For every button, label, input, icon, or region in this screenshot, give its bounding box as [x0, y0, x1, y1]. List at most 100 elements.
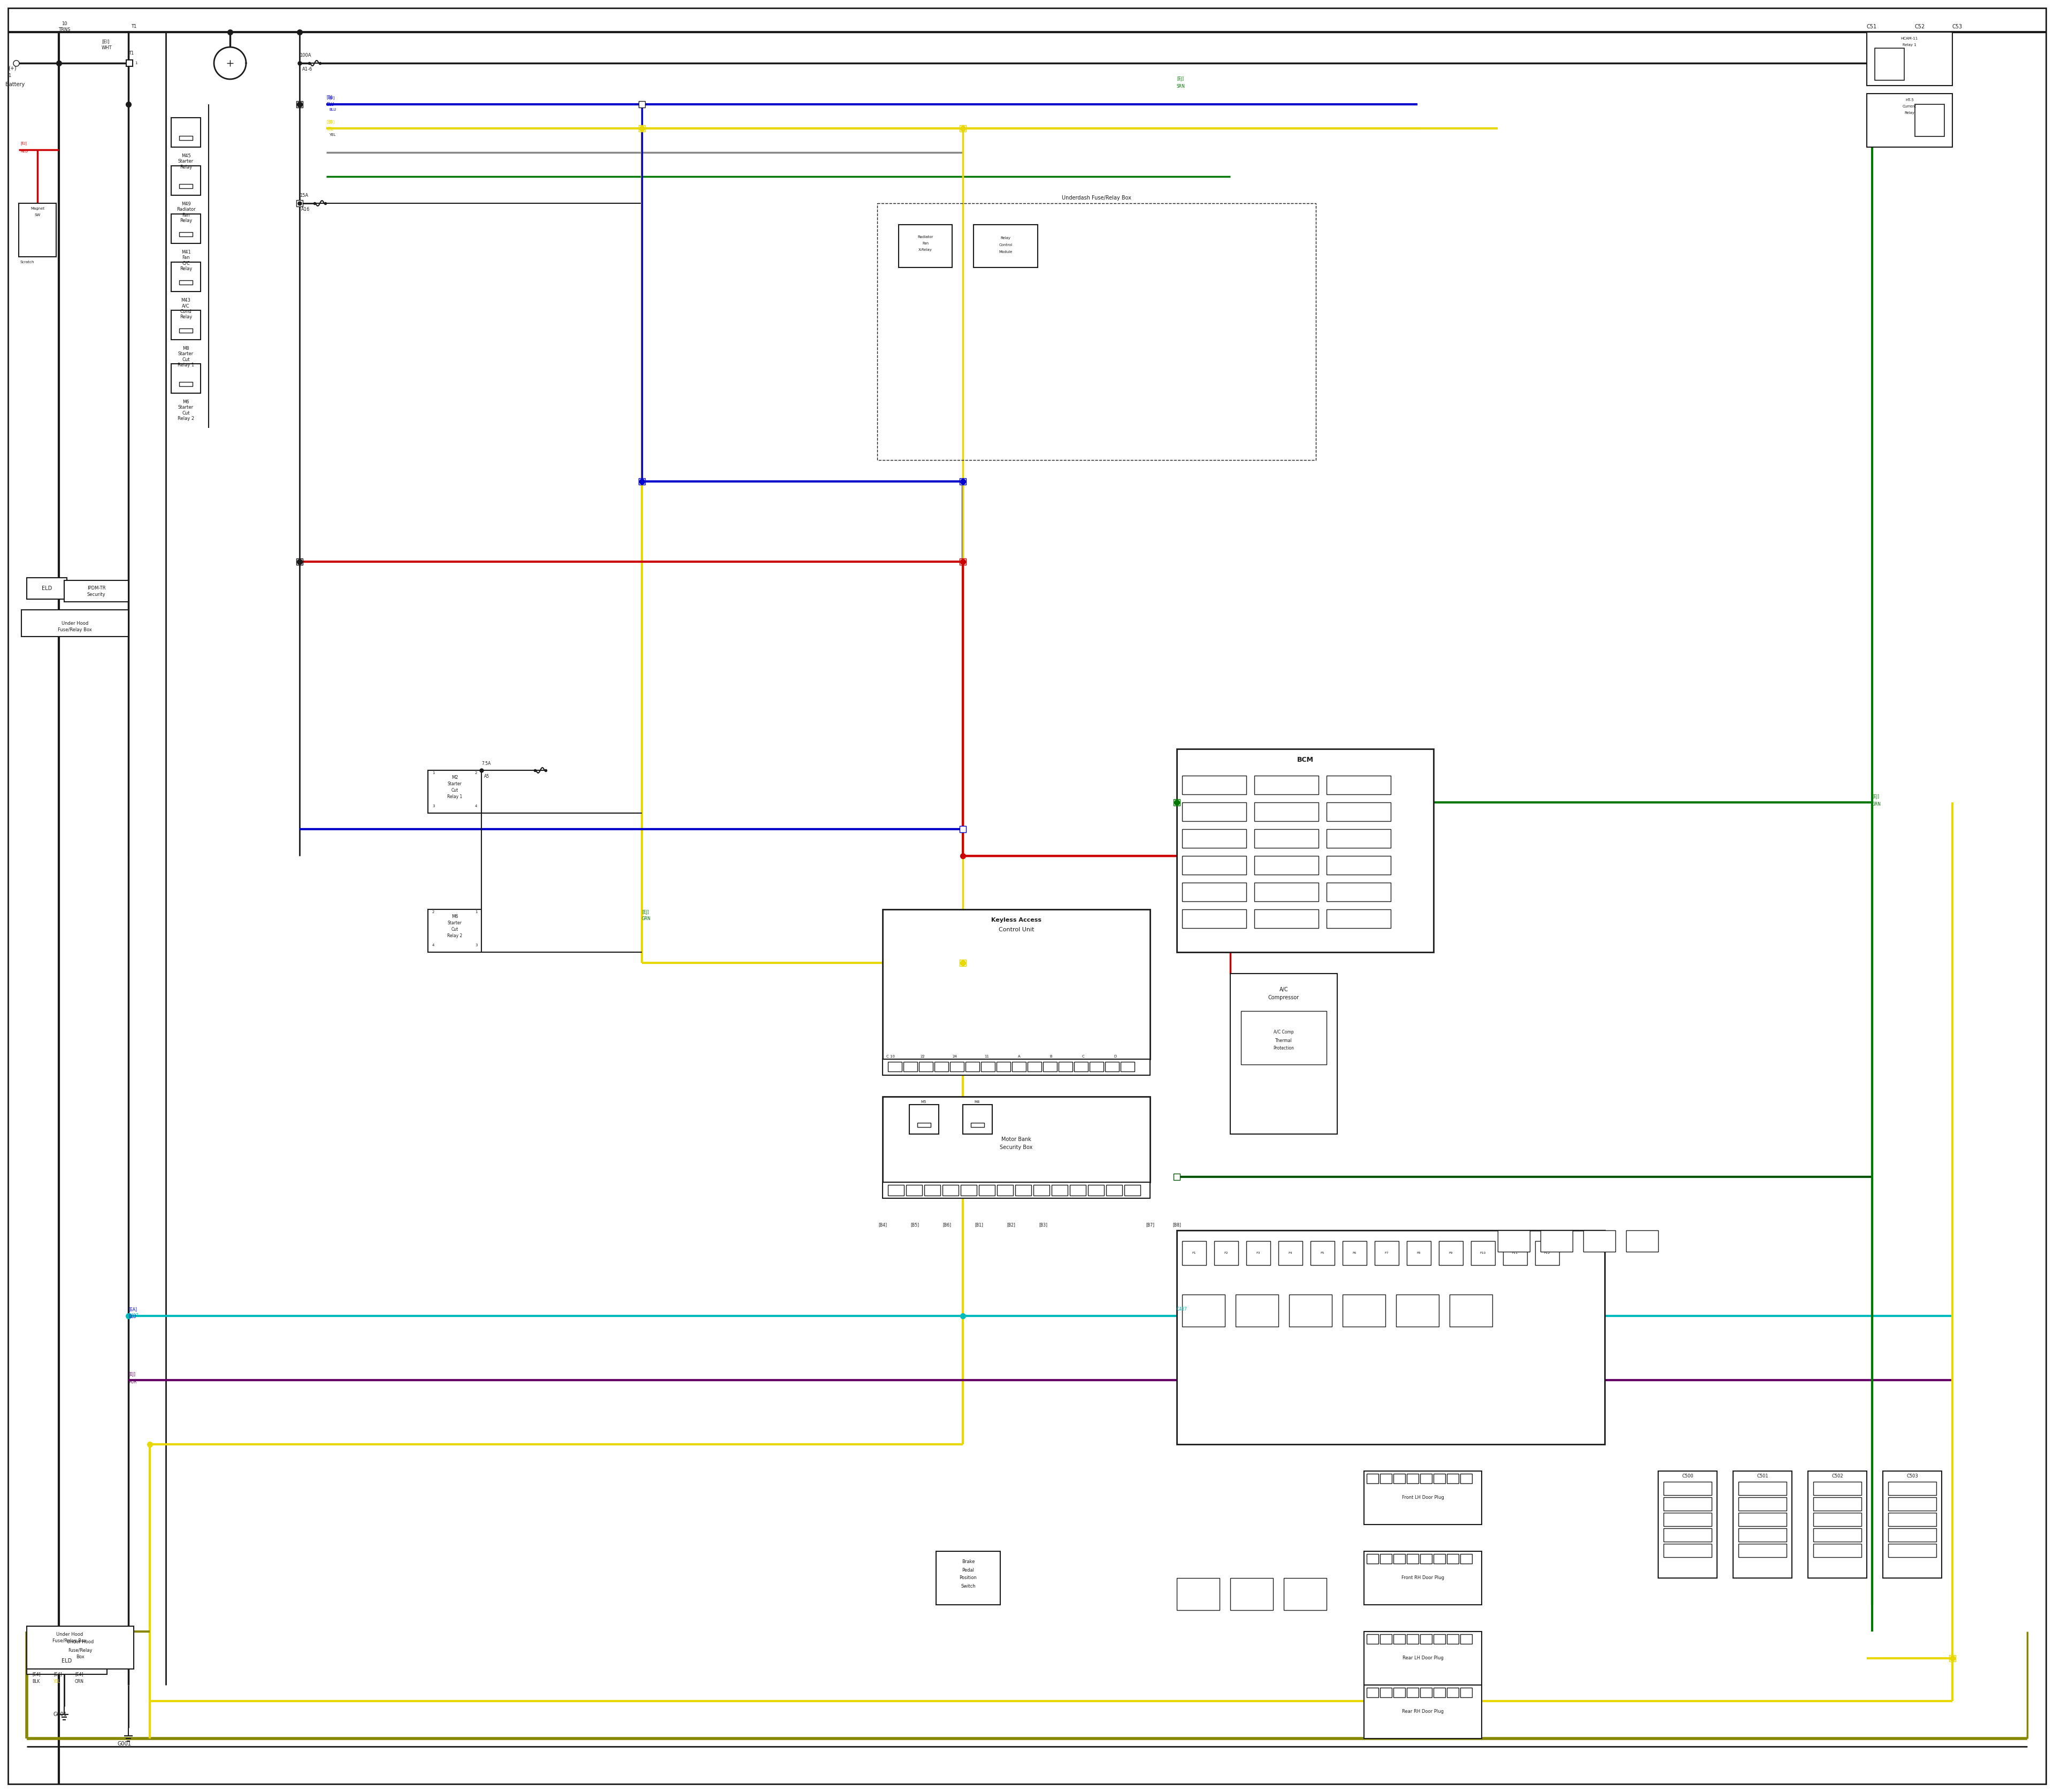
Bar: [1407, 1554, 1419, 1564]
Text: M4: M4: [974, 1100, 980, 1104]
Bar: [1460, 1554, 1473, 1564]
Text: [B7]: [B7]: [1146, 1222, 1154, 1228]
Bar: [179, 328, 193, 333]
Text: Compressor: Compressor: [1267, 995, 1300, 1000]
Text: HCAM-11: HCAM-11: [1900, 38, 1918, 39]
Text: F1: F1: [1191, 1251, 1195, 1254]
Bar: [910, 1104, 939, 1134]
Text: F2: F2: [1224, 1251, 1228, 1254]
Bar: [1089, 1185, 1105, 1195]
Text: F7: F7: [1384, 1251, 1389, 1254]
Bar: [125, 59, 134, 66]
Text: Under Hood: Under Hood: [55, 1633, 82, 1636]
Bar: [1070, 1185, 1087, 1195]
Text: 1: 1: [431, 771, 435, 774]
Bar: [1343, 1242, 1366, 1265]
Bar: [1738, 1512, 1787, 1527]
Text: [B]: [B]: [327, 120, 333, 124]
Bar: [935, 1063, 949, 1072]
Text: F5: F5: [1321, 1251, 1325, 1254]
Text: C: C: [1082, 1055, 1085, 1057]
Bar: [887, 1063, 902, 1072]
Text: 100A: 100A: [300, 52, 310, 57]
Text: Brake: Brake: [961, 1559, 976, 1564]
Text: [B5]: [B5]: [910, 1222, 918, 1228]
Bar: [1446, 1688, 1458, 1697]
Text: Front LH Door Plug: Front LH Door Plug: [1401, 1495, 1444, 1500]
Text: M41
Fan
C/C
Relay: M41 Fan C/C Relay: [179, 249, 193, 271]
Bar: [1407, 1634, 1419, 1643]
Text: WHT: WHT: [101, 47, 113, 50]
Bar: [1888, 1512, 1937, 1527]
Text: Relay 2: Relay 2: [448, 934, 462, 937]
Text: C502: C502: [1832, 1475, 1842, 1478]
Bar: [179, 185, 193, 188]
Bar: [1738, 1482, 1787, 1495]
Bar: [1738, 1529, 1787, 1541]
Text: M6: M6: [452, 914, 458, 919]
Bar: [1627, 1231, 1658, 1253]
Bar: [296, 100, 302, 108]
Bar: [1460, 1634, 1473, 1643]
Bar: [1015, 1185, 1031, 1195]
Text: C 10: C 10: [887, 1055, 896, 1057]
Text: [B4]: [B4]: [879, 1222, 887, 1228]
Bar: [949, 1063, 963, 1072]
Bar: [883, 1059, 1150, 1075]
Text: Front RH Door Plug: Front RH Door Plug: [1401, 1575, 1444, 1581]
Text: C500: C500: [1682, 1475, 1692, 1478]
Bar: [1173, 1174, 1179, 1181]
Bar: [959, 961, 965, 966]
Bar: [18, 202, 55, 256]
Bar: [937, 1552, 1000, 1606]
Text: Rear LH Door Plug: Rear LH Door Plug: [1403, 1656, 1444, 1661]
Bar: [1393, 1473, 1405, 1484]
Text: Starter: Starter: [448, 781, 462, 787]
Text: [EA]: [EA]: [127, 1306, 138, 1312]
Text: 3: 3: [474, 944, 477, 946]
Bar: [883, 909, 1150, 1059]
Bar: [1884, 1471, 1941, 1579]
Bar: [1658, 1471, 1717, 1579]
Bar: [179, 280, 193, 285]
Text: T1: T1: [127, 52, 134, 56]
Text: YEL: YEL: [53, 1679, 62, 1684]
Text: F4: F4: [1288, 1251, 1292, 1254]
Bar: [906, 1185, 922, 1195]
Bar: [1173, 799, 1179, 806]
Text: 2: 2: [474, 771, 477, 774]
Bar: [883, 1097, 1150, 1183]
Text: RED: RED: [21, 151, 29, 152]
Bar: [1380, 1554, 1393, 1564]
Bar: [1177, 1579, 1220, 1611]
Text: BLU: BLU: [127, 1314, 136, 1319]
Text: BLU: BLU: [327, 102, 335, 108]
Bar: [1255, 857, 1319, 874]
Text: Starter: Starter: [448, 921, 462, 925]
Text: C487: C487: [1177, 1306, 1187, 1312]
Bar: [1664, 1512, 1711, 1527]
Bar: [1327, 776, 1391, 794]
Bar: [1888, 1543, 1937, 1557]
Text: ORN: ORN: [74, 1679, 84, 1684]
Bar: [1471, 1242, 1495, 1265]
Bar: [1124, 1185, 1140, 1195]
Bar: [1327, 803, 1391, 821]
Text: F6: F6: [1352, 1251, 1356, 1254]
Text: 15A: 15A: [300, 194, 308, 197]
Text: M8
Starter
Cut
Relay 1: M8 Starter Cut Relay 1: [177, 346, 195, 367]
Bar: [1074, 1063, 1089, 1072]
Bar: [1247, 1242, 1269, 1265]
Text: 2: 2: [431, 910, 435, 914]
Text: M5: M5: [920, 1100, 926, 1104]
Text: Scratch: Scratch: [21, 260, 35, 263]
Text: T1: T1: [131, 25, 136, 29]
Bar: [1814, 1512, 1861, 1527]
Bar: [179, 382, 193, 387]
Text: SRN: SRN: [1177, 84, 1185, 88]
Bar: [1364, 1552, 1481, 1606]
Bar: [1366, 1634, 1378, 1643]
Text: Fuse/Relay: Fuse/Relay: [68, 1649, 92, 1652]
Text: [E4]: [E4]: [33, 1672, 41, 1677]
Bar: [1664, 1543, 1711, 1557]
